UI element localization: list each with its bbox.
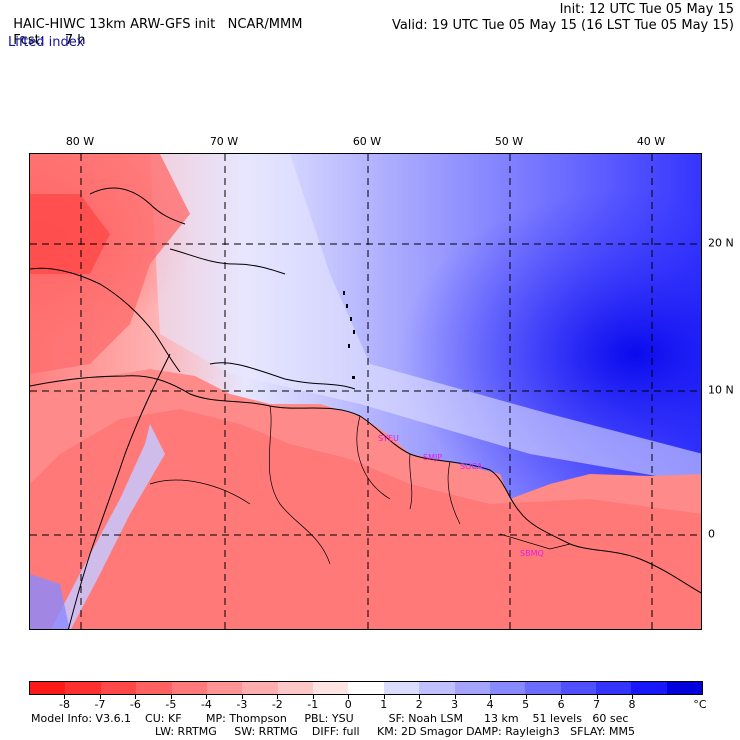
colorbar-tick [312, 695, 314, 699]
central-america-core [30, 194, 110, 274]
field-name: Lifted index [8, 35, 85, 50]
colorbar-label: 8 [628, 698, 636, 711]
colorbar-label: -1 [307, 698, 319, 711]
lon-label-60w: 60 W [352, 135, 382, 148]
coastlines [30, 187, 701, 629]
colorbar-swatch [136, 682, 172, 694]
station-sbmq: SBMQ [520, 549, 544, 558]
colorbar-swatch [383, 682, 420, 694]
lon-label-50w: 50 W [494, 135, 524, 148]
colorbar-tick [348, 695, 350, 699]
colorbar-label: -5 [165, 698, 177, 711]
colorbar-label: -4 [200, 698, 212, 711]
lat-label-10n: 10 N [708, 383, 734, 397]
colorbar-tick [383, 695, 385, 699]
lon-label-80w: 80 W [65, 135, 95, 148]
colorbar-swatch [277, 682, 313, 694]
colorbar-tick [99, 695, 101, 699]
lon-label-40w: 40 W [636, 135, 666, 148]
andes-stable-strip [51, 424, 165, 629]
fcst-label: Fcst: [13, 33, 45, 48]
lon-label-70w: 70 W [209, 135, 239, 148]
colorbar-swatch [525, 682, 561, 694]
colorbar-swatch [65, 682, 101, 694]
transition-band [150, 154, 701, 484]
fcst-value: 7 h [64, 33, 86, 48]
south-america-core [30, 409, 701, 629]
model-info-line1: Model Info: V3.6.1 CU: KF MP: Thompson P… [31, 712, 629, 725]
colorbar-swatch [560, 682, 596, 694]
colorbar-label: -2 [271, 698, 283, 711]
colorbar-label: 1 [380, 698, 388, 711]
lesser-antilles [343, 291, 355, 379]
colorbar-swatch [171, 682, 207, 694]
country-borders [149, 405, 571, 565]
colorbar-label: 0 [344, 698, 352, 711]
colorbar-swatch [454, 682, 490, 694]
map-canvas: SYEU SMJP SOCA SBMQ [30, 154, 701, 629]
forecast-hour: Fcst: 7 h [5, 18, 85, 48]
valid-time: Valid: 19 UTC Tue 05 May 15 (16 LST Tue … [391, 18, 734, 33]
colorbar-tick [596, 695, 598, 699]
lifted-index-map: SYEU SMJP SOCA SBMQ [29, 153, 702, 630]
colorbar-label: -3 [236, 698, 248, 711]
colorbar-label: 2 [415, 698, 423, 711]
lat-label-20n: 20 N [708, 236, 734, 250]
init-time: Init: 12 UTC Tue 05 May 15 [559, 2, 734, 17]
colorbar-swatch [631, 682, 667, 694]
colorbar-label: 6 [557, 698, 565, 711]
colorbar-label: -7 [94, 698, 106, 711]
colorbar-swatch [242, 682, 278, 694]
colorbar-tick [64, 695, 66, 699]
colorbar-label: 3 [451, 698, 459, 711]
station-smjp: SMJP [423, 453, 442, 462]
colorbar-swatch [489, 682, 526, 694]
pacific-stable [30, 574, 70, 629]
colorbar-label: 4 [486, 698, 494, 711]
colorbar-swatch [419, 682, 455, 694]
station-soca: SOCA [460, 462, 483, 471]
colorbar-swatch [30, 682, 66, 694]
colorbar-tick [170, 695, 172, 699]
colorbar-label: 5 [522, 698, 530, 711]
colorbar-swatch [666, 682, 703, 694]
colorbar-swatch [313, 682, 349, 694]
colorbar-swatch [100, 682, 137, 694]
model-title: HAIC-HIWC 13km ARW-GFS init NCAR/MMM [5, 2, 302, 32]
colorbar-label: -6 [129, 698, 141, 711]
colorbar-tick [632, 695, 634, 699]
org-label: NCAR/MMM [227, 17, 303, 32]
colorbar-tick [241, 695, 243, 699]
model-name: HAIC-HIWC 13km ARW-GFS init [13, 17, 216, 32]
lat-label-0: 0 [708, 527, 715, 541]
colorbar-tick [561, 695, 563, 699]
colorbar-tick [206, 695, 208, 699]
lat-lon-grid [30, 154, 701, 629]
colorbar-tick [454, 695, 456, 699]
colorbar-swatch [206, 682, 243, 694]
colorbar-label: -8 [58, 698, 70, 711]
colorbar-swatch [596, 682, 632, 694]
colorbar [29, 681, 703, 695]
colorbar-unit: °C [693, 698, 707, 711]
colorbar-tick [525, 695, 527, 699]
colorbar-swatch [348, 682, 384, 694]
model-info-line2: LW: RRTMG SW: RRTMG DIFF: full KM: 2D Sm… [155, 725, 635, 738]
colorbar-tick [277, 695, 279, 699]
colorbar-tick [135, 695, 137, 699]
station-syeu: SYEU [378, 434, 399, 443]
colorbar-label: 7 [593, 698, 601, 711]
colorbar-tick [490, 695, 492, 699]
colorbar-tick [419, 695, 421, 699]
